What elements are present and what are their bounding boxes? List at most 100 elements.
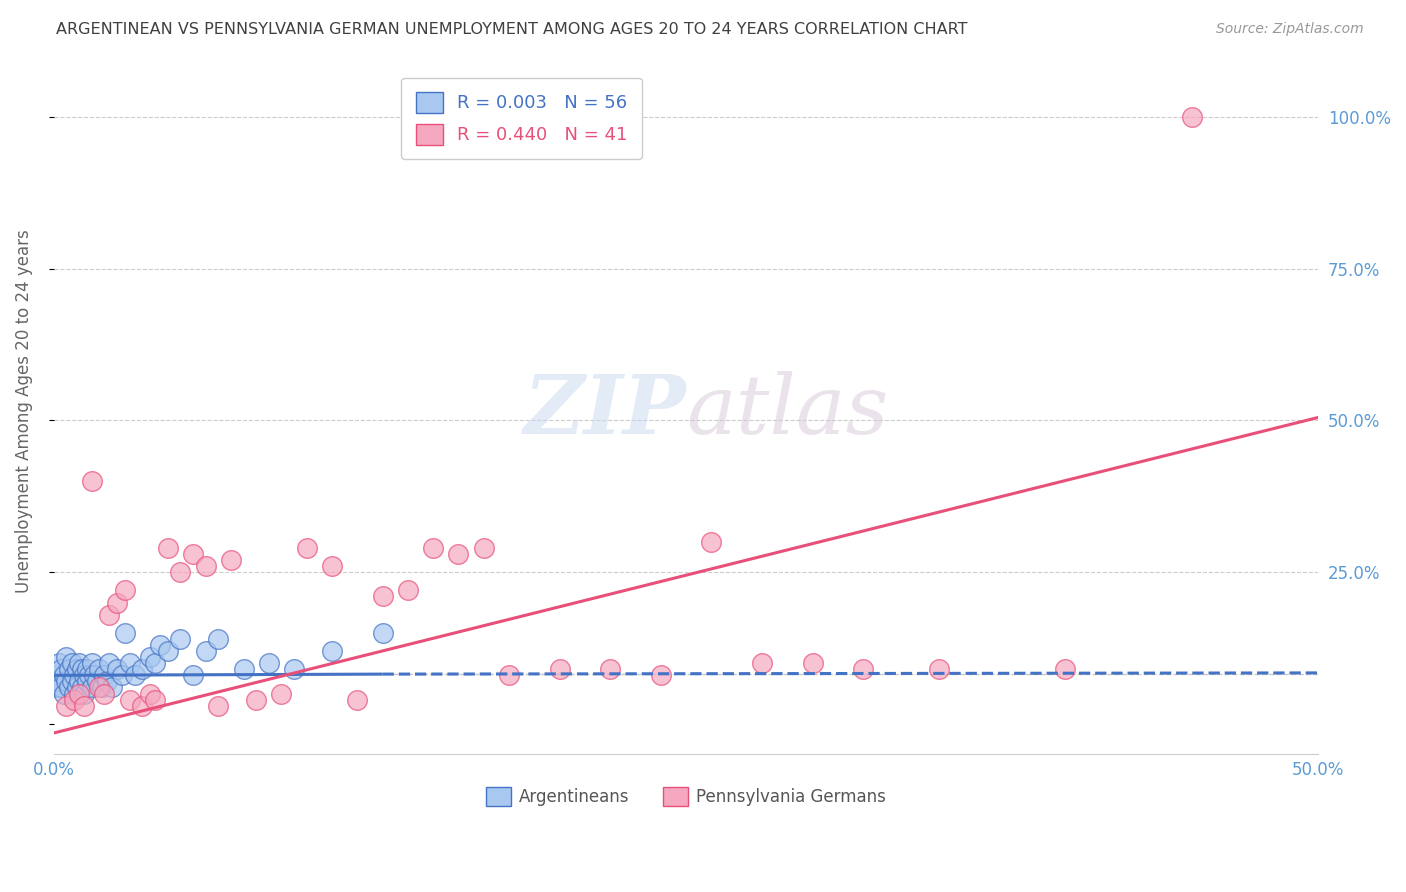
- Point: [114, 625, 136, 640]
- Point: [371, 625, 394, 640]
- Point: [77, 668, 100, 682]
- Point: [447, 547, 470, 561]
- Point: [124, 668, 146, 682]
- Point: [139, 686, 162, 700]
- Point: [60, 656, 83, 670]
- Point: [105, 662, 128, 676]
- Point: [371, 590, 394, 604]
- Point: [928, 662, 950, 676]
- Point: [245, 692, 267, 706]
- Point: [76, 662, 98, 676]
- Point: [105, 595, 128, 609]
- Point: [472, 541, 495, 555]
- Point: [181, 547, 204, 561]
- Point: [70, 681, 93, 695]
- Point: [80, 681, 103, 695]
- Point: [111, 668, 134, 682]
- Point: [751, 656, 773, 670]
- Point: [599, 662, 621, 676]
- Point: [63, 668, 86, 682]
- Point: [1181, 110, 1204, 124]
- Point: [89, 662, 111, 676]
- Point: [118, 656, 141, 670]
- Point: [48, 674, 70, 689]
- Point: [58, 662, 80, 676]
- Point: [346, 692, 368, 706]
- Point: [96, 674, 118, 689]
- Point: [48, 656, 70, 670]
- Point: [58, 681, 80, 695]
- Point: [80, 656, 103, 670]
- Point: [194, 559, 217, 574]
- Point: [70, 662, 93, 676]
- Point: [65, 662, 87, 676]
- Point: [52, 686, 75, 700]
- Point: [98, 656, 121, 670]
- Point: [45, 681, 67, 695]
- Y-axis label: Unemployment Among Ages 20 to 24 years: Unemployment Among Ages 20 to 24 years: [15, 229, 32, 593]
- Point: [143, 656, 166, 670]
- Point: [169, 632, 191, 646]
- Point: [295, 541, 318, 555]
- Point: [283, 662, 305, 676]
- Text: ZIP: ZIP: [523, 371, 686, 451]
- Point: [181, 668, 204, 682]
- Point: [114, 583, 136, 598]
- Point: [207, 632, 229, 646]
- Point: [143, 692, 166, 706]
- Point: [270, 686, 292, 700]
- Point: [93, 686, 115, 700]
- Point: [51, 681, 73, 695]
- Point: [89, 681, 111, 695]
- Point: [1054, 662, 1077, 676]
- Point: [232, 662, 254, 676]
- Point: [52, 668, 75, 682]
- Point: [73, 668, 96, 682]
- Point: [76, 674, 98, 689]
- Point: [169, 565, 191, 579]
- Point: [801, 656, 824, 670]
- Point: [321, 644, 343, 658]
- Point: [83, 668, 105, 682]
- Point: [73, 686, 96, 700]
- Point: [80, 474, 103, 488]
- Point: [45, 668, 67, 682]
- Point: [93, 668, 115, 682]
- Point: [207, 698, 229, 713]
- Point: [149, 638, 172, 652]
- Point: [852, 662, 875, 676]
- Point: [131, 662, 153, 676]
- Point: [156, 541, 179, 555]
- Point: [63, 692, 86, 706]
- Point: [63, 686, 86, 700]
- Point: [60, 674, 83, 689]
- Text: ARGENTINEAN VS PENNSYLVANIA GERMAN UNEMPLOYMENT AMONG AGES 20 TO 24 YEARS CORREL: ARGENTINEAN VS PENNSYLVANIA GERMAN UNEMP…: [56, 22, 967, 37]
- Point: [422, 541, 444, 555]
- Point: [55, 698, 77, 713]
- Point: [67, 656, 90, 670]
- Legend: Argentineans, Pennsylvania Germans: Argentineans, Pennsylvania Germans: [478, 779, 894, 814]
- Text: Source: ZipAtlas.com: Source: ZipAtlas.com: [1216, 22, 1364, 37]
- Point: [86, 674, 108, 689]
- Point: [131, 698, 153, 713]
- Point: [156, 644, 179, 658]
- Point: [67, 674, 90, 689]
- Point: [396, 583, 419, 598]
- Point: [498, 668, 520, 682]
- Point: [73, 698, 96, 713]
- Point: [101, 681, 124, 695]
- Point: [257, 656, 280, 670]
- Point: [55, 650, 77, 665]
- Point: [98, 607, 121, 622]
- Point: [67, 686, 90, 700]
- Point: [51, 662, 73, 676]
- Point: [55, 674, 77, 689]
- Point: [139, 650, 162, 665]
- Point: [194, 644, 217, 658]
- Point: [321, 559, 343, 574]
- Point: [90, 681, 112, 695]
- Point: [118, 692, 141, 706]
- Point: [700, 534, 723, 549]
- Text: atlas: atlas: [686, 371, 889, 451]
- Point: [219, 553, 242, 567]
